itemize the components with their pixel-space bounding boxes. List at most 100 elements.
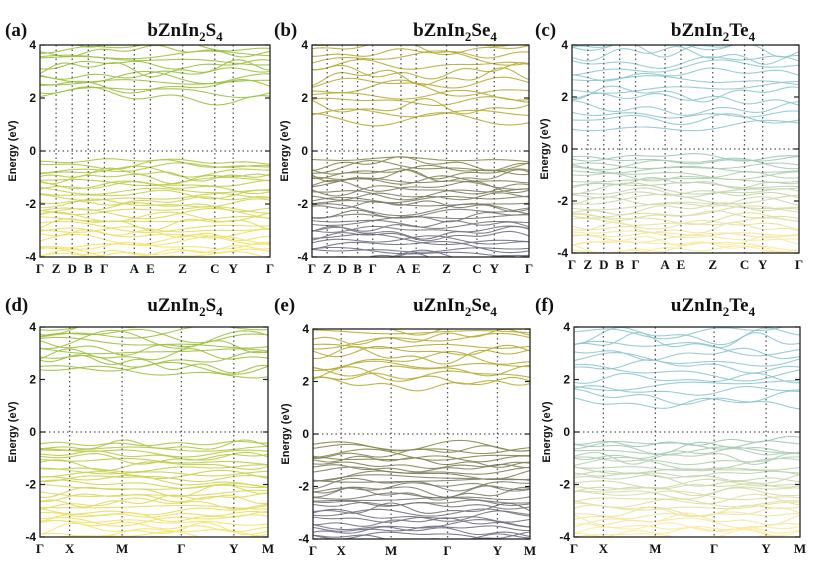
conduction-band-8 — [40, 54, 270, 66]
kpoint-label-2: M — [649, 541, 661, 556]
conduction-band-5 — [313, 350, 530, 371]
valence-band-3 — [40, 448, 268, 458]
valence-band-0 — [40, 440, 268, 447]
kpoint-label-4: Γ — [100, 261, 108, 276]
conduction-band-2 — [572, 110, 799, 119]
kpoint-label-4: Y — [229, 541, 239, 556]
valence-band-15 — [574, 486, 800, 497]
conduction-band-8 — [312, 62, 529, 80]
kpoint-label-5: M — [524, 543, 536, 558]
valence-band-12 — [40, 474, 268, 488]
conduction-band-11 — [40, 45, 270, 54]
conduction-band-13 — [429, 329, 530, 330]
kpoint-label-5: A — [396, 261, 406, 276]
conduction-band-7 — [313, 344, 530, 358]
conduction-band-0 — [574, 397, 800, 410]
y-tick-label: 2 — [563, 373, 570, 387]
valence-band-4 — [312, 168, 529, 180]
valence-band-8 — [40, 181, 270, 195]
y-tick-label: 4 — [302, 322, 309, 336]
valence-band-24 — [40, 514, 268, 527]
y-tick-label: -2 — [25, 197, 36, 211]
conduction-band-4 — [40, 348, 268, 361]
valence-band-14 — [40, 483, 268, 490]
band-lines — [574, 327, 800, 537]
valence-band-22 — [572, 221, 799, 234]
conduction-band-3 — [40, 351, 268, 368]
y-axis-label: Energy (eV) — [279, 120, 291, 181]
valence-band-23 — [40, 229, 270, 242]
valence-band-19 — [313, 501, 530, 510]
panel-uZnIn2S4: -4 -2 0 2 4 Energy (eV) Γ X M Γ Y M (d) uZnIn2S4 — [5, 295, 274, 556]
conduction-band-13 — [40, 315, 268, 324]
y-tick-label: -2 — [298, 480, 309, 494]
conduction-band-6 — [313, 346, 530, 365]
valence-band-17 — [313, 497, 530, 504]
conduction-band-7 — [40, 59, 270, 70]
conduction-band-5 — [40, 67, 270, 80]
conduction-band-3 — [40, 79, 270, 86]
valence-band-29 — [574, 528, 777, 537]
conduction-band-2 — [40, 79, 270, 94]
panel-uZnIn2Se4: -4 -2 0 2 4 Energy (eV) Γ X M Γ Y M (e) uZnIn2Se4 — [274, 295, 536, 558]
conduction-band-3 — [313, 364, 530, 377]
kpoint-label-9: Y — [490, 261, 500, 276]
kpoint-label-2: D — [599, 257, 608, 272]
valence-band-6 — [572, 171, 799, 182]
conduction-band-8 — [572, 67, 799, 82]
valence-band-11 — [40, 193, 270, 201]
kpoint-label-0: Γ — [309, 543, 317, 558]
conduction-band-11 — [312, 48, 529, 59]
conduction-band-7 — [40, 336, 268, 349]
valence-band-27 — [574, 522, 800, 537]
valence-band-11 — [574, 472, 800, 483]
kpoint-label-8: C — [740, 257, 749, 272]
valence-band-28 — [312, 246, 529, 257]
valence-band-8 — [313, 466, 530, 475]
kpoint-label-4: Γ — [631, 257, 639, 272]
valence-band-26 — [40, 241, 270, 250]
valence-band-15 — [572, 201, 799, 211]
conduction-band-9 — [572, 59, 799, 76]
conduction-band-6 — [572, 80, 799, 94]
valence-band-9 — [40, 186, 270, 195]
kpoint-label-9: Y — [758, 257, 768, 272]
panel-label: (a) — [5, 20, 27, 41]
kpoint-label-3: Γ — [443, 543, 451, 558]
valence-band-14 — [312, 200, 529, 213]
valence-band-5 — [40, 451, 268, 465]
conduction-band-12 — [574, 327, 785, 340]
kpoint-label-7: Z — [708, 257, 717, 272]
y-tick-label: 0 — [302, 427, 309, 441]
valence-band-14 — [574, 483, 800, 491]
valence-band-9 — [572, 181, 799, 189]
band-lines — [572, 45, 799, 253]
valence-band-6 — [40, 457, 268, 466]
valence-band-28 — [574, 526, 800, 537]
conduction-band-7 — [312, 67, 529, 87]
valence-band-24 — [313, 517, 530, 528]
valence-band-18 — [574, 493, 800, 506]
kpoint-label-5: A — [660, 257, 670, 272]
valence-band-6 — [40, 176, 270, 187]
kpoint-label-1: X — [337, 543, 347, 558]
valence-band-26 — [313, 525, 530, 532]
y-tick-label: 0 — [561, 142, 568, 156]
valence-band-4 — [574, 448, 800, 461]
conduction-band-13 — [312, 45, 515, 47]
valence-band-27 — [313, 526, 530, 537]
valence-band-2 — [313, 445, 530, 460]
y-tick-label: -2 — [297, 197, 308, 211]
valence-band-16 — [572, 202, 799, 216]
conduction-band-9 — [40, 328, 268, 344]
conduction-band-3 — [572, 100, 799, 116]
valence-band-13 — [572, 193, 799, 205]
valence-band-11 — [313, 478, 530, 483]
conduction-band-5 — [40, 348, 268, 355]
valence-band-27 — [572, 240, 799, 252]
conduction-band-13 — [572, 45, 735, 51]
valence-band-2 — [40, 445, 268, 452]
valence-band-15 — [312, 203, 529, 217]
